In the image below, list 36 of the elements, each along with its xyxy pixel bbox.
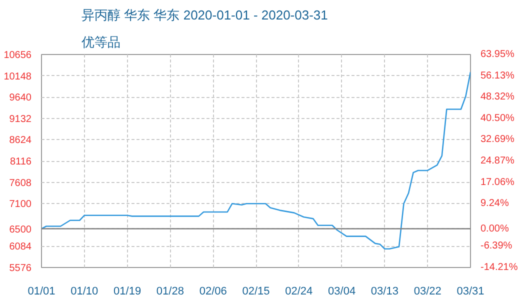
y-tick-label: 6500 bbox=[9, 224, 32, 236]
y-tick-label: 10148 bbox=[4, 71, 32, 82]
y-tick-label: 9640 bbox=[9, 92, 32, 104]
x-tick-label: 03/04 bbox=[328, 286, 356, 298]
y-tick-label: 5576 bbox=[9, 263, 32, 274]
y-tick-label: 6084 bbox=[9, 242, 32, 253]
y-tick-label: 7100 bbox=[9, 199, 32, 210]
chart-title: 异丙醇 华东 华东 2020-01-01 - 2020-03-31 bbox=[82, 8, 328, 22]
y2-tick-label: 32.69% bbox=[480, 134, 515, 146]
line-series bbox=[42, 71, 470, 250]
y2-tick-label: 24.87% bbox=[480, 156, 515, 166]
y-tick-label: 8624 bbox=[9, 135, 32, 146]
y-tick-label: 7608 bbox=[9, 178, 32, 189]
y2-tick-label: 63.95% bbox=[480, 49, 515, 60]
y2-tick-label: 17.06% bbox=[480, 176, 515, 188]
y2-tick-label: 9.24% bbox=[480, 198, 509, 210]
x-tick-label: 03/31 bbox=[456, 286, 484, 298]
x-tick-label: 03/13 bbox=[370, 286, 398, 298]
x-tick-label: 02/06 bbox=[199, 286, 227, 298]
x-tick-label: 01/19 bbox=[114, 286, 142, 298]
x-tick-label: 01/01 bbox=[28, 286, 56, 298]
y2-tick-label: -6.39% bbox=[480, 240, 512, 252]
y-tick-label: 8116 bbox=[10, 156, 32, 168]
x-tick-label: 03/22 bbox=[414, 286, 442, 298]
x-tick-label: 01/28 bbox=[156, 286, 184, 298]
y2-tick-label: 48.32% bbox=[480, 92, 515, 103]
y2-tick-label: 56.13% bbox=[480, 70, 515, 82]
y-tick-label: 10656 bbox=[4, 50, 32, 61]
y2-tick-label: -14.21% bbox=[480, 262, 518, 273]
chart-subtitle: 优等品 bbox=[82, 34, 120, 50]
y2-tick-label: 40.50% bbox=[480, 112, 515, 124]
x-tick-label: 02/15 bbox=[242, 286, 270, 298]
x-tick-label: 02/24 bbox=[285, 286, 313, 298]
y2-tick-label: 0.00% bbox=[480, 223, 509, 234]
y-tick-label: 9132 bbox=[9, 114, 32, 125]
x-tick-label: 01/10 bbox=[70, 286, 98, 298]
